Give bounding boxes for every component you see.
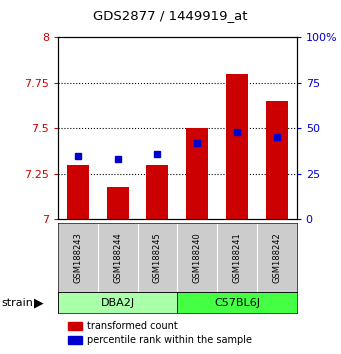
Bar xyxy=(58,223,98,292)
Text: percentile rank within the sample: percentile rank within the sample xyxy=(87,335,252,345)
Bar xyxy=(98,223,137,292)
Text: DBA2J: DBA2J xyxy=(101,298,135,308)
Bar xyxy=(177,223,217,292)
Text: transformed count: transformed count xyxy=(87,321,178,331)
Text: GSM188245: GSM188245 xyxy=(153,232,162,283)
Text: C57BL6J: C57BL6J xyxy=(214,298,260,308)
Bar xyxy=(226,74,248,219)
Bar xyxy=(217,223,257,292)
Bar xyxy=(107,187,129,219)
Text: ▶: ▶ xyxy=(34,296,44,309)
Text: GSM188243: GSM188243 xyxy=(73,232,83,283)
Bar xyxy=(186,129,208,219)
Text: GSM188244: GSM188244 xyxy=(113,232,122,283)
Bar xyxy=(58,292,177,313)
Text: GSM188240: GSM188240 xyxy=(193,232,202,283)
Bar xyxy=(177,292,297,313)
Bar xyxy=(147,165,168,219)
Bar xyxy=(266,101,288,219)
Bar xyxy=(257,223,297,292)
Bar xyxy=(67,165,89,219)
Text: strain: strain xyxy=(2,298,33,308)
Text: GSM188241: GSM188241 xyxy=(233,232,241,283)
Text: GSM188242: GSM188242 xyxy=(272,232,281,283)
Bar xyxy=(137,223,177,292)
Text: GDS2877 / 1449919_at: GDS2877 / 1449919_at xyxy=(93,10,248,22)
